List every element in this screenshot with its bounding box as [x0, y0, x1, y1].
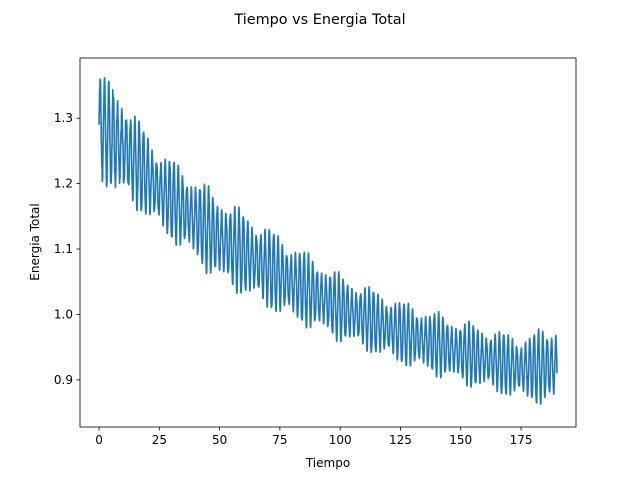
y-tick-label: 1.0: [54, 307, 73, 321]
x-tick-label: 25: [152, 433, 167, 447]
energy-series-line: [98, 76, 558, 405]
axes-frame: [79, 57, 577, 428]
x-tick-label: 125: [389, 433, 412, 447]
x-tick-label: 50: [212, 433, 227, 447]
x-tick-label: 100: [329, 433, 352, 447]
x-tick-label: 75: [272, 433, 287, 447]
plot-area: [98, 76, 558, 405]
x-tick-label: 150: [449, 433, 472, 447]
x-tick-label: 175: [510, 433, 533, 447]
y-axis-label: Energia Total: [28, 203, 42, 280]
y-tick-label: 1.1: [54, 242, 73, 256]
chart-title: Tiempo vs Energia Total: [233, 12, 405, 28]
y-tick-label: 1.2: [54, 177, 73, 191]
x-axis-label: Tiempo: [305, 456, 350, 470]
y-tick-label: 1.3: [54, 111, 73, 125]
y-axis-ticks: 0.9 1.0 1.1 1.2 1.3: [54, 111, 80, 387]
x-axis-ticks: 0 25 50 75 100 125 150 175: [95, 427, 532, 447]
x-tick-label: 0: [95, 433, 103, 447]
y-tick-label: 0.9: [54, 373, 73, 387]
